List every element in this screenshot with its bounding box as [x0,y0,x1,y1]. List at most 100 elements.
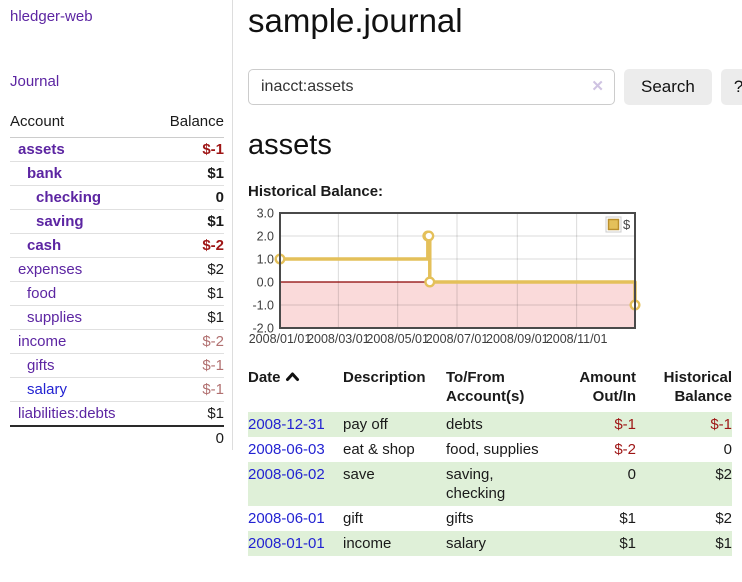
transaction-date-link[interactable]: 2008-06-01 [248,510,325,527]
app-title: hledger-web [10,8,224,26]
account-balance: $-1 [151,353,224,378]
data-point-marker [423,230,435,242]
transaction-balance: $2 [715,466,732,483]
account-link[interactable]: cash [27,237,62,254]
transaction-date-link[interactable]: 2008-06-02 [248,466,325,483]
transaction-amount: $1 [619,510,636,527]
transaction-accounts: salary [446,535,487,552]
page-title: sample.journal [248,2,463,39]
app-title-link[interactable]: hledger-web [10,8,93,25]
main-content: sample.journal ✕ Search ? assets Histori… [233,0,742,556]
account-link[interactable]: checking [36,189,102,206]
transaction-balance: $1 [715,535,732,552]
account-balance: $2 [151,257,224,282]
transaction-accounts: saving, checking [446,466,506,502]
journal-nav: Journal [10,73,224,91]
transaction-accounts: gifts [446,510,474,527]
account-balance: $-1 [151,377,224,402]
account-column-header: Account [10,110,152,138]
transaction-description: gift [343,510,364,527]
account-balance-table: Account Balance assets $-1 bank $1 checking 0… [10,110,224,450]
chart-border [279,212,636,329]
account-balance: $-1 [151,137,224,162]
x-tick-label: 2008/11/01 [546,332,608,346]
x-tick-label: 2008/05/01 [366,332,429,346]
x-tick-label: 2008/03/01 [307,332,370,346]
sidebar-item-journal[interactable]: Journal [10,73,60,90]
account-link[interactable]: income [18,333,67,350]
account-table-header: Account Balance [10,110,224,138]
transaction-balance: $-1 [710,416,732,433]
register-header-amount[interactable]: Amount Out/In [579,369,636,405]
account-row: saving $1 [10,209,224,234]
accounts-total-value: 0 [151,425,224,450]
account-link[interactable]: liabilities:debts [18,405,116,422]
transaction-accounts: debts [446,416,483,433]
register-row: 2008-01-01 income salary $1 $1 [248,531,732,556]
accounts-total-row: 0 [10,425,224,450]
account-link[interactable]: food [27,285,57,302]
account-link[interactable]: assets [18,141,65,158]
x-tick-label: 2008/09/01 [486,332,549,346]
y-tick-label: 3.0 [257,207,274,221]
account-balance: $1 [151,401,224,427]
account-balance: $1 [151,305,224,330]
account-row: bank $1 [10,161,224,186]
y-tick-label: 1.0 [257,253,274,267]
clear-search-icon[interactable]: ✕ [591,78,604,95]
transaction-description: eat & shop [343,441,415,458]
account-link[interactable]: expenses [18,261,83,278]
search-box: ✕ [248,69,615,105]
account-link[interactable]: supplies [27,309,83,326]
search-input[interactable] [248,69,615,105]
account-balance: $-2 [151,233,224,258]
account-row: salary $-1 [10,377,224,402]
data-point-marker [424,276,436,288]
transaction-date-link[interactable]: 2008-12-31 [248,416,325,433]
account-link[interactable]: bank [27,165,63,182]
account-balance: $1 [151,161,224,186]
account-row: food $1 [10,281,224,306]
transaction-description: income [343,535,392,552]
transaction-amount: $1 [619,535,636,552]
transaction-balance: $2 [715,510,732,527]
transaction-accounts: food, supplies [446,441,539,458]
transaction-date-link[interactable]: 2008-06-03 [248,441,325,458]
legend-swatch [607,218,620,231]
register-header-description[interactable]: Description [343,369,426,386]
chart-title: Historical Balance: [248,183,384,200]
account-balance: $-2 [151,329,224,354]
register-row: 2008-06-02 save saving, checking 0 $2 [248,462,732,506]
help-button[interactable]: ? [720,69,742,105]
account-row: checking 0 [10,185,224,210]
historical-balance-chart: $3.0 2.0 1.0 0.0 -1.0 -2.02008/01/012008/03/0… [249,207,641,346]
negative-region [280,282,635,328]
transaction-amount: $-2 [614,441,636,458]
page: hledger-web Journal Account Balance asse… [0,0,742,556]
account-link[interactable]: gifts [27,357,55,374]
transaction-date-link[interactable]: 2008-01-01 [248,535,325,552]
transaction-description: save [343,466,375,483]
transaction-description: pay off [343,416,388,433]
x-tick-label: 2008/01/01 [249,332,312,346]
register-header-date[interactable]: Date [248,366,343,412]
register-row: 2008-06-01 gift gifts $1 $2 [248,506,732,531]
account-link[interactable]: salary [27,381,68,398]
transaction-amount: 0 [627,466,636,483]
register-header-balance[interactable]: Historical Balance [663,369,732,405]
account-row: gifts $-1 [10,353,224,378]
register-header-row: Date Description To/From Account(s) Amou… [248,366,732,412]
register-header-accounts[interactable]: To/From Account(s) [446,369,525,405]
account-balance: $1 [151,281,224,306]
account-row: supplies $1 [10,305,224,330]
account-row: liabilities:debts $1 [10,401,224,427]
search-button[interactable]: Search [624,69,712,105]
register-row: 2008-06-03 eat & shop food, supplies $-2 0 [248,437,732,462]
y-tick-label: -2.0 [252,322,274,336]
x-tick-label: 2008/07/01 [426,332,489,346]
account-row: assets $-1 [10,137,224,162]
account-link[interactable]: saving [36,213,84,230]
account-heading: assets [248,129,332,161]
sidebar: hledger-web Journal Account Balance asse… [0,0,233,450]
register-table: Date Description To/From Account(s) Amou… [248,366,732,556]
